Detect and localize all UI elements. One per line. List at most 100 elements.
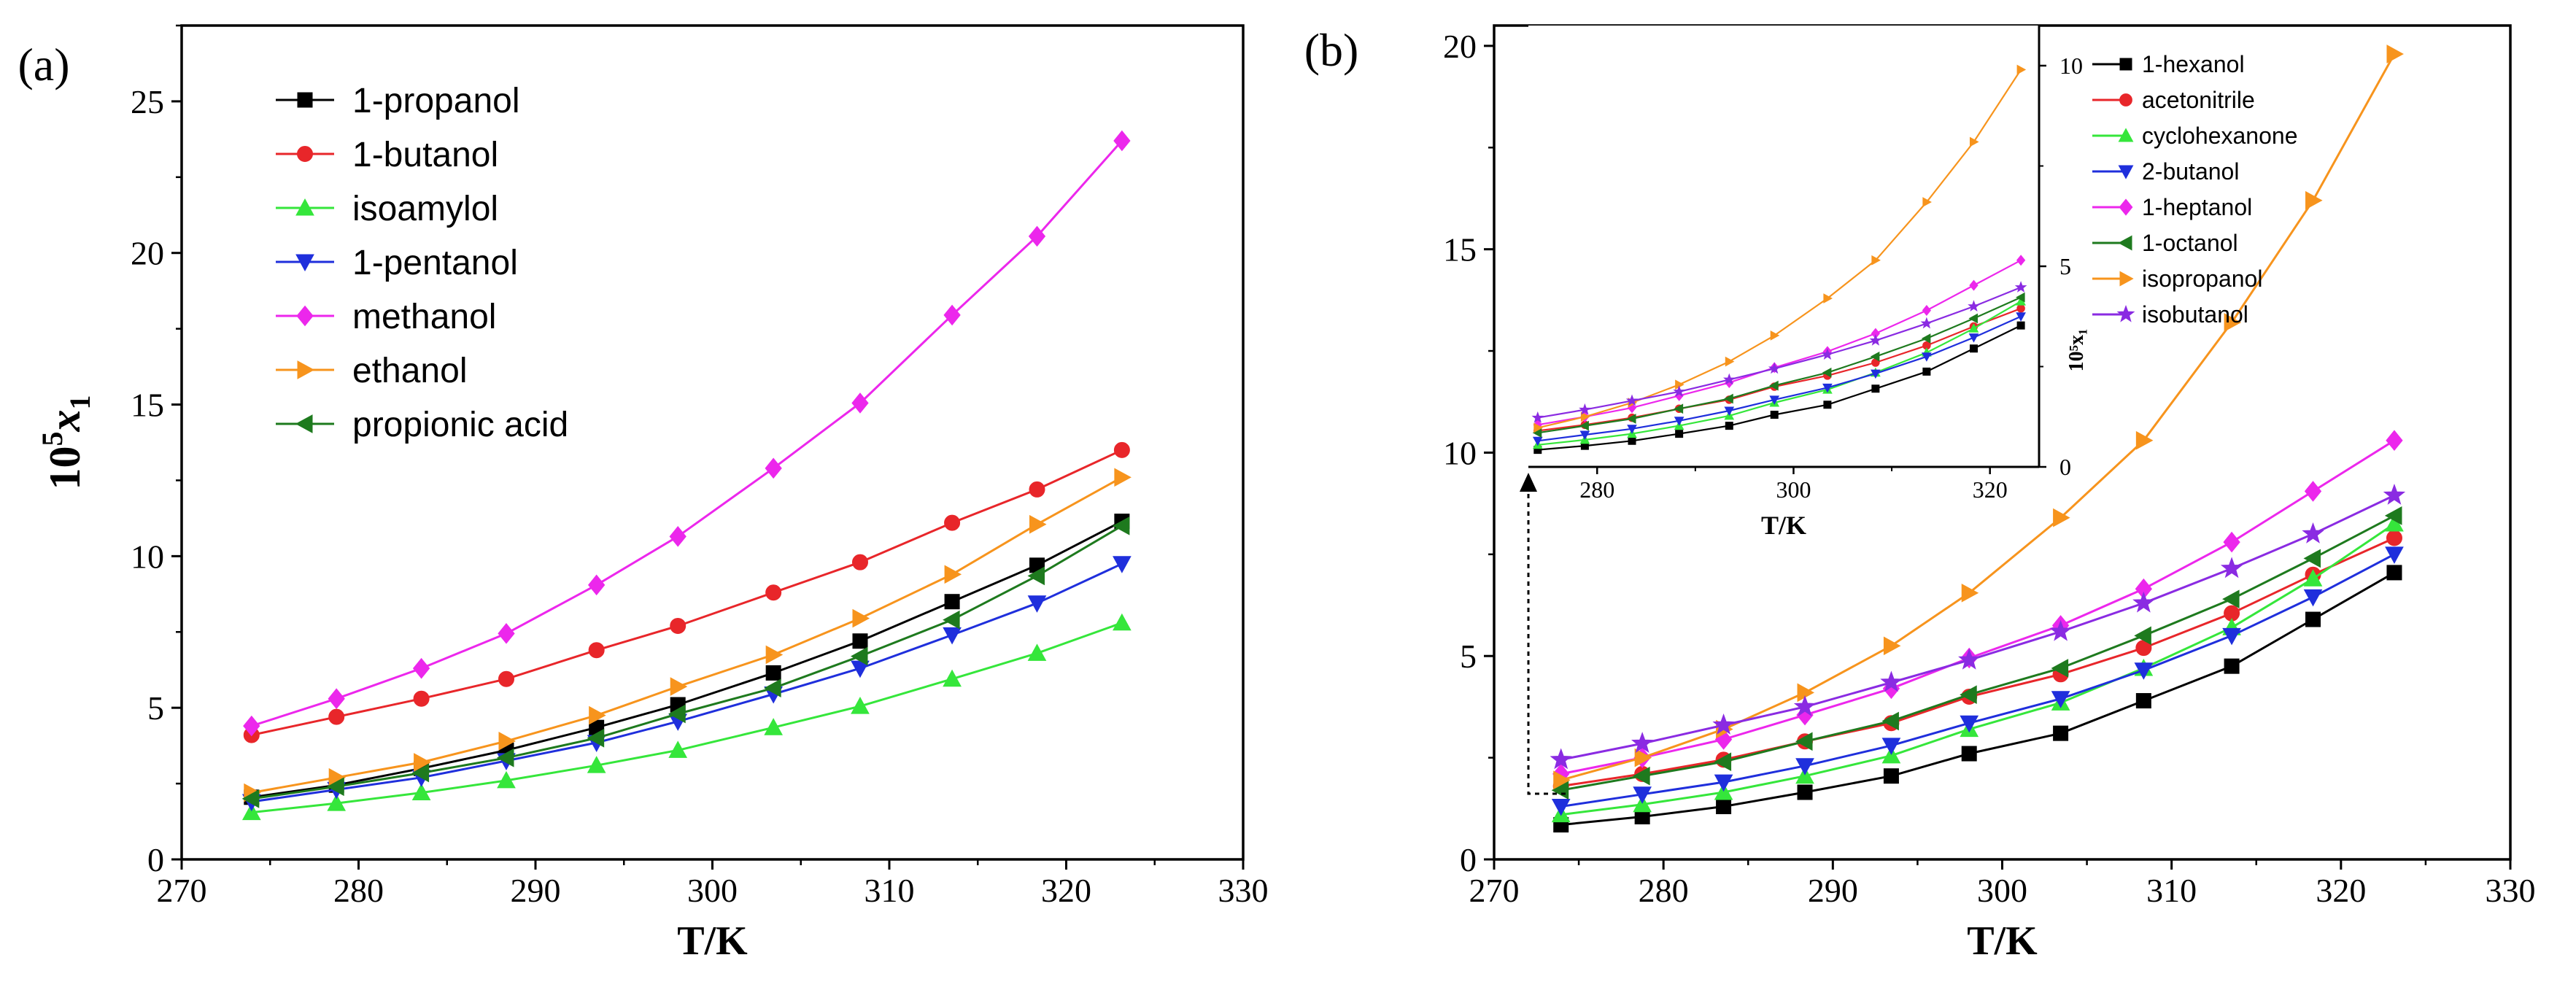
data-point-ethanol-2 (414, 753, 431, 772)
legend-label-1-hexanol: 1-hexanol (2142, 51, 2245, 77)
inset-series-1-hexanol (1533, 321, 2025, 454)
data-point-1-hexanol-4 (1883, 768, 1899, 784)
inset-data-point-1-octanol-2 (1626, 414, 1636, 424)
inset-data-point-isobutanol-4 (1723, 373, 1736, 385)
data-point-1-hexanol-8 (2224, 658, 2240, 674)
x-tick-label-330: 330 (1218, 872, 1269, 909)
inset-data-point-1-hexanol-7 (1871, 384, 1880, 393)
data-point-methanol-1 (328, 688, 345, 710)
legend-label-cyclohexanone: cyclohexanone (2142, 123, 2297, 149)
data-point-2-butanol-8 (2222, 627, 2241, 646)
inset-y-tick-label-0: 0 (2059, 454, 2071, 480)
legend-marker-isopropanol (2119, 271, 2134, 287)
series-isoamylol (241, 613, 1132, 821)
data-point-propionic-acid-2 (411, 763, 430, 783)
data-point-isobutanol-0 (1550, 748, 1572, 770)
data-point-1-butanol-9 (1029, 481, 1045, 498)
inset-data-point-1-octanol-7 (1870, 351, 1880, 362)
x-tick-label-300: 300 (687, 872, 738, 909)
inset-data-point-1-octanol-6 (1822, 367, 1832, 378)
x-tick-label-320: 320 (1041, 872, 1091, 909)
series-line-1-butanol (251, 449, 1123, 737)
inset-data-point-isopropanol-9 (1969, 136, 1979, 147)
data-point-isopropanol-10 (2386, 45, 2405, 63)
data-point-1-butanol-5 (670, 617, 686, 634)
legend-label-2-butanol: 2-butanol (2142, 158, 2239, 185)
data-point-isoamylol-5 (668, 740, 688, 758)
data-point-acetonitrile-10 (2386, 530, 2402, 546)
data-point-ethanol-7 (852, 608, 870, 628)
legend-marker-1-pentanol (295, 254, 314, 272)
series-acetonitrile (1552, 530, 2402, 794)
y-tick-label-10: 10 (1443, 434, 1477, 471)
legend-marker-1-butanol (297, 146, 313, 162)
panel-label: (b) (1304, 24, 1359, 76)
y-axis-title-sup: 5 (36, 432, 69, 446)
data-point-2-butanol-1 (1633, 786, 1652, 804)
inset-data-point-2-butanol-6 (1822, 383, 1833, 393)
data-point-isobutanol-3 (1793, 695, 1817, 716)
legend-marker-acetonitrile (2119, 93, 2132, 107)
inset-data-point-2-butanol-5 (1769, 395, 1780, 405)
inset-data-point-1-heptanol-9 (1969, 279, 1979, 291)
legend-label-isobutanol: isobutanol (2142, 301, 2248, 328)
data-point-2-butanol-3 (1795, 758, 1814, 775)
data-point-propionic-acid-9 (1027, 566, 1045, 586)
x-tick-label-310: 310 (865, 872, 915, 909)
series-1-butanol (243, 441, 1130, 743)
series-line-cyclohexanone (1560, 522, 2395, 816)
inset-y-tick-label-5: 5 (2059, 253, 2071, 279)
data-point-2-butanol-7 (2134, 662, 2154, 680)
y-tick-label-25: 25 (131, 83, 164, 120)
data-point-1-butanol-2 (413, 690, 430, 707)
data-point-1-hexanol-5 (1961, 746, 1977, 762)
y-tick-label-5: 5 (147, 689, 164, 727)
series-isobutanol (1550, 484, 2406, 770)
data-point-propionic-acid-5 (668, 704, 686, 724)
data-point-1-pentanol-8 (943, 627, 962, 645)
inset-data-point-isopropanol-6 (1823, 293, 1833, 303)
y-axis-title-sub: 1 (63, 395, 96, 410)
inset-data-point-2-butanol-10 (2016, 312, 2026, 322)
legend-label-isopropanol: isopropanol (2142, 266, 2262, 292)
inset-data-point-2-butanol-3 (1674, 417, 1685, 426)
y-axis-title-var: x (41, 410, 89, 433)
inset-pointer-arrow (1527, 489, 1566, 795)
legend-label-isoamylol: isoamylol (352, 190, 498, 228)
legend-marker-propionic-acid (295, 414, 313, 433)
inset-x-tick-label-300: 300 (1776, 476, 1811, 503)
data-point-isopropanol-7 (2135, 430, 2154, 450)
data-point-ethanol-6 (765, 645, 784, 665)
data-point-1-butanol-10 (1113, 441, 1130, 458)
inset-data-point-isobutanol-2 (1625, 394, 1639, 406)
data-point-isopropanol-5 (1961, 583, 1979, 603)
y-axis-title: 105x1 (36, 395, 96, 490)
data-point-isopropanol-3 (1797, 683, 1815, 703)
panel-a: 270 280 290 300 310 320 3300510152025T/K105x1(… (18, 24, 1269, 964)
data-point-isobutanol-10 (2383, 484, 2406, 505)
x-tick-label-320: 320 (2316, 872, 2366, 909)
data-point-1-octanol-1 (1633, 766, 1650, 786)
data-point-ethanol-8 (944, 565, 962, 584)
inset-data-point-1-heptanol-10 (2016, 255, 2026, 266)
data-point-methanol-8 (943, 304, 961, 326)
series-methanol (243, 130, 1131, 737)
data-point-isobutanol-8 (2220, 557, 2243, 579)
data-point-isobutanol-2 (1712, 713, 1735, 735)
legend-marker-ethanol (297, 360, 315, 379)
data-point-isopropanol-6 (2053, 508, 2070, 527)
legend-label-1-octanol: 1-octanol (2142, 230, 2238, 256)
inset-data-point-1-hexanol-10 (2016, 321, 2025, 330)
inset-y-axis-title: 10⁵x₁ (2065, 329, 2088, 372)
x-tick-label-270: 270 (1469, 872, 1520, 909)
x-tick-label-310: 310 (2146, 872, 2197, 909)
data-point-isoamylol-3 (497, 770, 516, 789)
data-point-1-propanol-7 (852, 633, 868, 649)
inset-x-axis-title: T/K (1761, 511, 1806, 540)
y-axis-title-base: 10 (41, 446, 89, 490)
inset-data-point-1-heptanol-8 (1922, 304, 1932, 317)
inset-data-point-2-butanol-0 (1532, 436, 1543, 446)
data-point-isopropanol-1 (1634, 748, 1652, 767)
inset-data-point-isopropanol-7 (1871, 255, 1881, 266)
x-axis-title: T/K (1967, 918, 2038, 964)
